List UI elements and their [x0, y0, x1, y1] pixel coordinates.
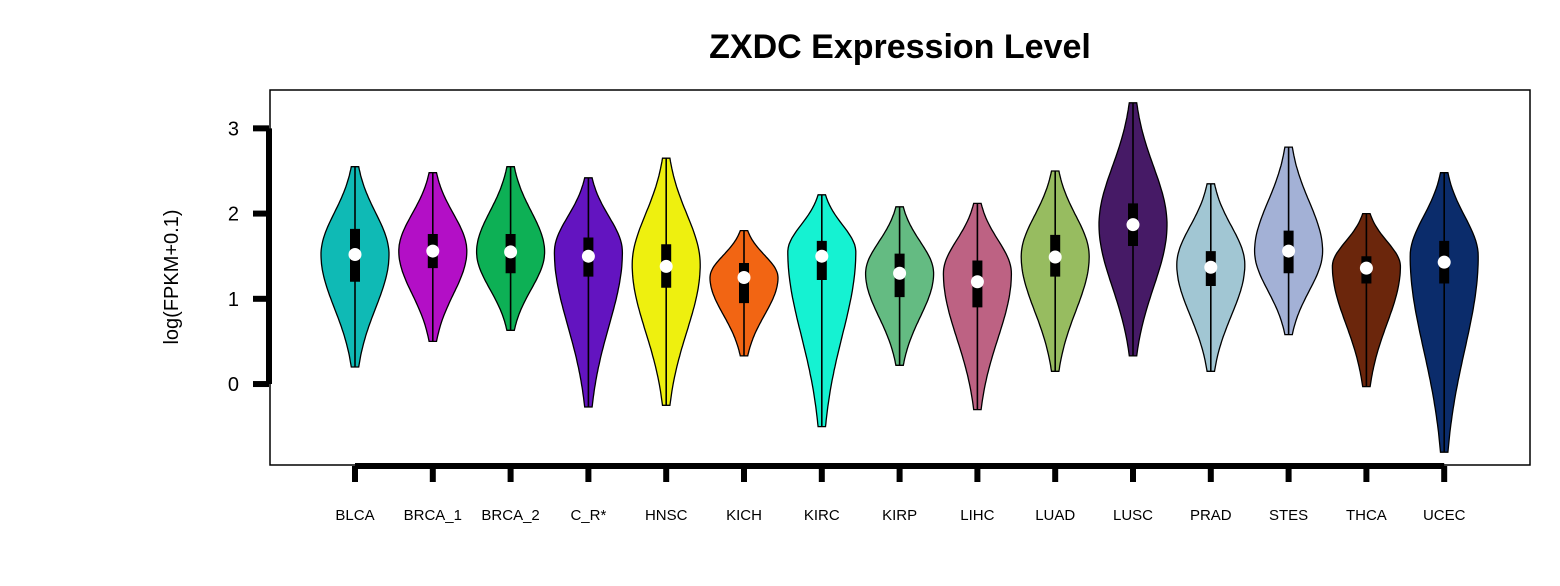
median-point: [737, 271, 751, 284]
violin-luad: [1020, 170, 1090, 372]
y-axis-label: log(FPKM+0.1): [161, 209, 183, 344]
median-point: [659, 259, 673, 273]
violins: [320, 102, 1479, 453]
category-labels: BLCA BRCA_1 BRCA_2 C_R* HNSC KICH KIRC KIRP LIHC…: [335, 507, 1465, 524]
median-point: [1048, 250, 1062, 264]
violin-kirc: [787, 194, 857, 428]
median-point: [970, 275, 984, 289]
violin-c_r*: [553, 177, 624, 408]
x-tick-label: LUSC: [1113, 507, 1153, 524]
median-point: [426, 244, 440, 258]
median-point: [815, 249, 829, 263]
violin-brca_2: [475, 166, 546, 331]
median-point: [581, 249, 595, 263]
y-tick-label: 3: [228, 118, 239, 140]
y-axis: 0 1 2 3: [228, 118, 272, 396]
median-point: [893, 266, 907, 280]
violin-prad: [1176, 183, 1246, 372]
x-tick-label: C_R*: [570, 507, 606, 524]
median-point: [1437, 255, 1451, 269]
violin-stes: [1253, 146, 1324, 336]
median-point: [1282, 244, 1296, 258]
violin-brca_1: [398, 172, 468, 343]
violin-thca: [1331, 212, 1402, 388]
violin-hnsc: [631, 157, 701, 406]
x-tick-label: KICH: [726, 507, 762, 524]
median-point: [504, 245, 518, 259]
x-tick-label: THCA: [1346, 507, 1387, 524]
x-tick-label: HNSC: [645, 507, 688, 524]
x-tick-label: BRCA_1: [404, 507, 462, 524]
x-tick-label: STES: [1269, 507, 1308, 524]
x-tick-label: PRAD: [1190, 507, 1232, 524]
violin-kirp: [864, 206, 935, 366]
y-tick-label: 1: [228, 289, 239, 311]
y-tick-label: 2: [228, 204, 239, 226]
median-point: [1204, 260, 1218, 274]
x-axis: [352, 463, 1448, 482]
x-tick-label: UCEC: [1423, 507, 1466, 524]
violin-ucec: [1409, 172, 1479, 453]
violin-blca: [320, 166, 390, 368]
violin-kich: [709, 229, 779, 357]
x-tick-label: BLCA: [335, 507, 374, 524]
median-point: [1359, 261, 1373, 275]
x-tick-label: BRCA_2: [481, 507, 539, 524]
x-tick-label: KIRC: [804, 507, 840, 524]
x-tick-label: LIHC: [960, 507, 994, 524]
chart-title: ZXDC Expression Level: [709, 28, 1091, 66]
violin-lihc: [942, 202, 1013, 411]
median-point: [348, 247, 362, 261]
violin-lusc: [1098, 102, 1168, 357]
median-point: [1126, 218, 1140, 232]
x-tick-label: LUAD: [1035, 507, 1075, 524]
x-tick-label: KIRP: [882, 507, 917, 524]
y-tick-label: 0: [228, 374, 239, 396]
